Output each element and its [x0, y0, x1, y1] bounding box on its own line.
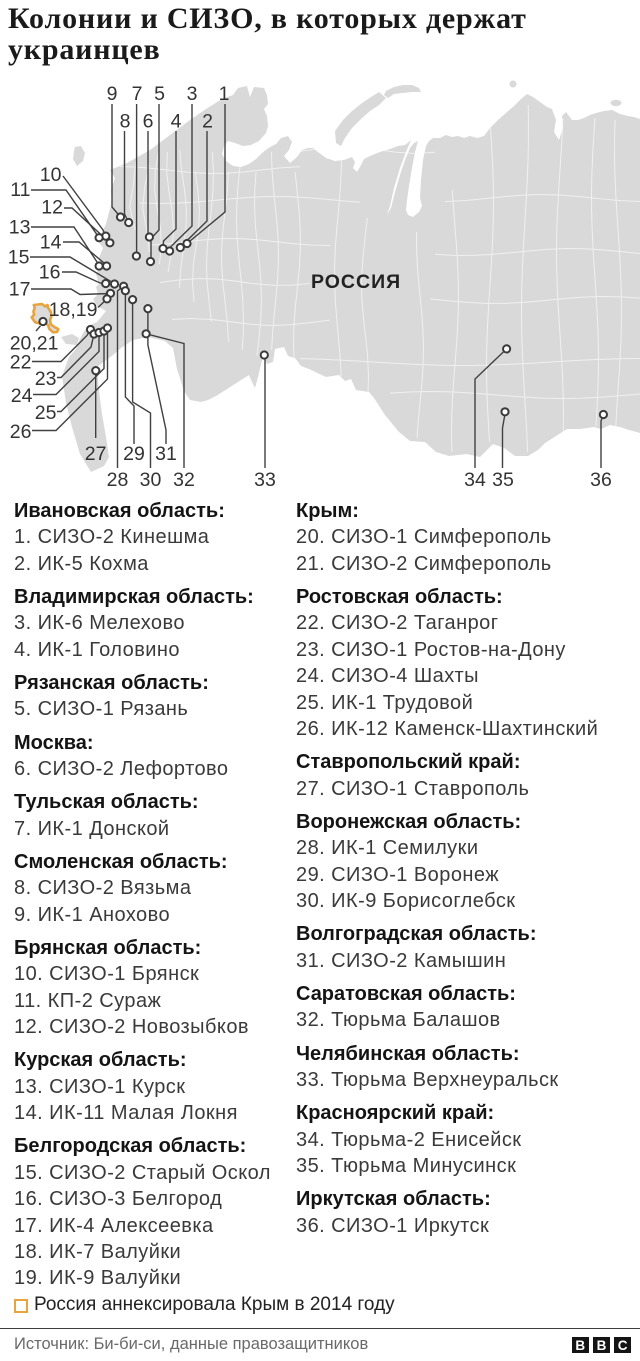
svg-text:13: 13: [9, 217, 31, 239]
svg-text:28: 28: [107, 469, 129, 491]
svg-text:8: 8: [120, 111, 131, 133]
svg-text:18,19: 18,19: [49, 299, 98, 321]
svg-text:34: 34: [464, 469, 486, 491]
svg-text:1: 1: [219, 83, 230, 105]
svg-text:11: 11: [10, 179, 30, 201]
svg-text:РОССИЯ: РОССИЯ: [311, 271, 401, 293]
svg-text:29: 29: [123, 443, 145, 465]
svg-text:14: 14: [40, 232, 62, 254]
svg-text:6: 6: [143, 111, 154, 133]
svg-text:25: 25: [35, 402, 57, 424]
svg-text:7: 7: [132, 83, 143, 105]
svg-text:9: 9: [107, 83, 118, 105]
svg-text:17: 17: [9, 279, 31, 301]
svg-text:32: 32: [173, 469, 195, 491]
svg-text:30: 30: [140, 469, 162, 491]
svg-text:22: 22: [10, 352, 32, 374]
svg-text:26: 26: [10, 421, 32, 443]
svg-text:24: 24: [11, 385, 33, 407]
svg-text:12: 12: [41, 197, 63, 219]
svg-text:35: 35: [492, 469, 514, 491]
svg-text:23: 23: [35, 368, 57, 390]
svg-text:5: 5: [154, 83, 165, 105]
svg-text:27: 27: [85, 443, 107, 465]
svg-text:33: 33: [254, 469, 276, 491]
svg-text:3: 3: [187, 83, 198, 105]
svg-text:36: 36: [590, 469, 612, 491]
svg-text:10: 10: [40, 164, 62, 186]
svg-text:31: 31: [155, 443, 177, 465]
svg-text:15: 15: [8, 247, 30, 269]
svg-text:16: 16: [39, 262, 61, 284]
svg-text:4: 4: [171, 111, 182, 133]
svg-text:20,21: 20,21: [10, 333, 59, 355]
svg-text:2: 2: [202, 111, 213, 133]
